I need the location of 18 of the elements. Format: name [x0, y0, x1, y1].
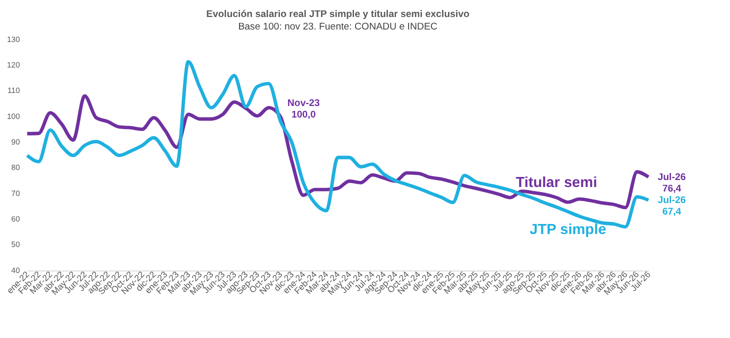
line-series	[25, 94, 650, 210]
y-tick-label: 110	[8, 86, 20, 96]
annotation: Nov-23 100,0	[287, 98, 320, 120]
y-tick-label: 130	[6, 34, 20, 44]
y-tick-label: 70	[11, 188, 20, 198]
chart-title: Evolución salario real JTP simple y titular semi exclusivo	[206, 9, 470, 20]
series-label: Titular semi	[516, 174, 598, 191]
annotation: Jul-26 67,4	[658, 195, 686, 218]
annotation: Jul-26 76,4	[658, 172, 686, 195]
y-tick-label: 100	[6, 112, 20, 121]
y-tick-label: 90	[11, 138, 20, 147]
y-tick-label: 40	[11, 266, 20, 275]
y-tick-label: 60	[11, 214, 20, 224]
chart-subtitle: Base 100: nov 23. Fuente: CONADU e INDEC	[238, 22, 438, 33]
series-label: JTP simple	[530, 222, 606, 238]
y-tick-label: 50	[11, 240, 20, 250]
y-tick-label: 80	[11, 163, 20, 172]
y-tick-label: 120	[6, 60, 20, 70]
